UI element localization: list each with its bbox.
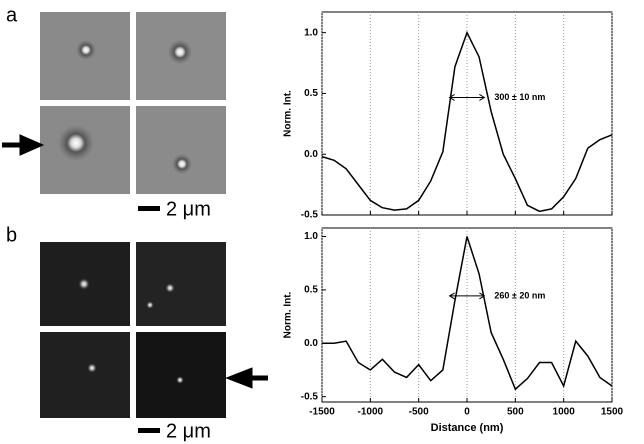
x-tick-label: -1500: [309, 407, 335, 418]
scale-bar: [138, 428, 160, 433]
y-tick-label: 0.0: [304, 149, 318, 160]
y-axis-label: Norm. Int.: [283, 291, 294, 338]
y-tick-label: 0.5: [304, 285, 318, 296]
scale-bar-label: 2 μm: [166, 198, 211, 220]
scale-bar-label: 2 μm: [166, 420, 211, 442]
data-line: [322, 236, 613, 391]
x-tick-label: -500: [409, 407, 429, 418]
image-panels-b: [40, 242, 226, 418]
x-tick-label: 1500: [601, 407, 624, 418]
y-tick-label: 1.0: [304, 27, 318, 38]
scale-bar: [138, 206, 160, 211]
annotation: 260 ± 20 nm: [494, 290, 545, 300]
y-axis-label: Norm. Int.: [283, 90, 294, 137]
y-tick-label: 0.5: [304, 88, 318, 99]
y-tick-label: -0.5: [301, 210, 319, 221]
y-tick-label: 1.0: [304, 231, 318, 242]
image-panels-a: [40, 12, 226, 194]
y-tick-label: 0.0: [304, 338, 318, 349]
annotation-arrow: [448, 94, 486, 101]
x-tick-label: -1000: [358, 407, 384, 418]
arrow: [2, 134, 45, 156]
data-line: [321, 30, 613, 213]
annotation-arrow: [448, 292, 486, 300]
panel-label: b: [6, 224, 17, 246]
annotation: 300 ± 10 nm: [494, 92, 545, 102]
x-tick-label: 1000: [553, 407, 576, 418]
x-tick-label: 500: [507, 407, 524, 418]
x-axis-label: Distance (nm): [431, 422, 504, 434]
y-tick-label: -0.5: [301, 391, 319, 402]
x-tick-label: 0: [464, 407, 470, 418]
arrow: [225, 367, 268, 389]
panel-label: a: [6, 4, 18, 26]
